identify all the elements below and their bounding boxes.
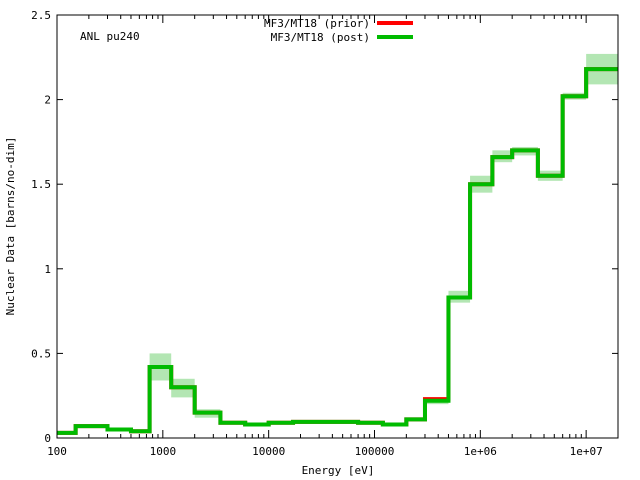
legend-label-post: MF3/MT18 (post) — [271, 31, 370, 44]
legend: MF3/MT18 (prior) MF3/MT18 (post) — [264, 17, 413, 44]
y-tick-label-1: 0.5 — [31, 347, 51, 360]
y-tick-label-4: 2 — [44, 94, 51, 107]
annotation: ANL pu240 — [80, 30, 140, 43]
x-tick-label-4: 1e+06 — [464, 445, 497, 458]
series-line-post — [57, 67, 618, 435]
legend-label-prior: MF3/MT18 (prior) — [264, 17, 370, 30]
x-tick-label-5: 1e+07 — [570, 445, 603, 458]
plot-frame — [56, 14, 619, 439]
uncertainty-band — [57, 53, 618, 435]
y-tick-label-3: 1.5 — [31, 178, 51, 191]
series-layer — [57, 67, 618, 435]
ticks-layer: 0 0.5 1 1.5 2 2.5 100 1000 10000 100000 1e+06 1e+07 — [31, 9, 619, 458]
y-axis-label: Nuclear Data [barns/no-dim] — [4, 137, 17, 316]
y-tick-label-5: 2.5 — [31, 9, 51, 22]
x-tick-label-3: 100000 — [355, 445, 395, 458]
series-line-prior — [57, 67, 618, 435]
x-tick-label-0: 100 — [47, 445, 67, 458]
x-tick-label-1: 1000 — [150, 445, 177, 458]
y-tick-label-2: 1 — [44, 263, 51, 276]
x-tick-label-2: 10000 — [252, 445, 285, 458]
y-tick-label-0: 0 — [44, 432, 51, 445]
x-axis-label: Energy [eV] — [302, 464, 375, 477]
